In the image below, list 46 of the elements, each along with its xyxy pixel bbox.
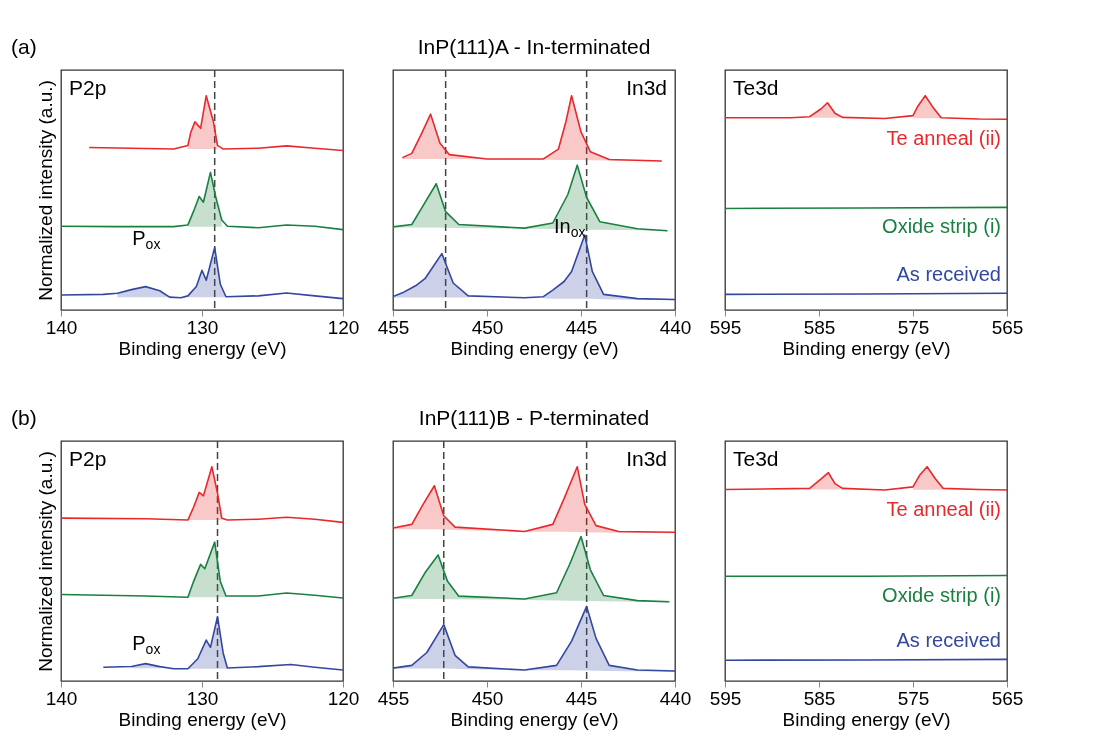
x-tick-label: 595 xyxy=(709,687,742,709)
series-label: Te anneal (ii) xyxy=(886,498,1001,521)
annotation: In3d xyxy=(626,447,667,470)
annotation: Te3d xyxy=(733,76,779,99)
annotation: P2p xyxy=(69,447,107,470)
y-axis-title: Normalized intensity (a.u.) xyxy=(34,451,56,672)
x-tick-label: 445 xyxy=(565,316,598,338)
x-tick-label: 120 xyxy=(327,316,360,338)
series-label: Te anneal (ii) xyxy=(886,127,1001,150)
chart-title: (a) xyxy=(11,35,37,58)
x-tick-label: 130 xyxy=(186,687,219,709)
x-axis-title: Binding energy (eV) xyxy=(782,708,951,730)
x-tick-label: 445 xyxy=(565,687,598,709)
x-axis-title: Binding energy (eV) xyxy=(450,337,619,359)
x-axis-title: Binding energy (eV) xyxy=(782,337,951,359)
x-tick-label: 140 xyxy=(45,316,78,338)
x-tick-label: 575 xyxy=(897,316,930,338)
x-tick-label: 565 xyxy=(991,316,1024,338)
x-tick-label: 585 xyxy=(803,316,836,338)
x-tick-label: 585 xyxy=(803,687,836,709)
x-tick-label: 455 xyxy=(377,687,410,709)
x-tick-label: 130 xyxy=(186,316,219,338)
x-tick-label: 140 xyxy=(45,687,78,709)
series-label: Oxide strip (i) xyxy=(882,583,1001,606)
annotation: P2p xyxy=(69,76,107,99)
x-tick-label: 455 xyxy=(377,316,410,338)
annotation: Te3d xyxy=(733,447,779,470)
annotation: In3d xyxy=(626,76,667,99)
chart-title: (b) xyxy=(11,406,37,429)
x-axis-title: Binding energy (eV) xyxy=(450,708,619,730)
x-axis-title: Binding energy (eV) xyxy=(118,337,287,359)
x-tick-label: 440 xyxy=(659,316,692,338)
x-tick-label: 575 xyxy=(897,687,930,709)
y-axis-title: Normalized intensity (a.u.) xyxy=(34,80,56,301)
x-tick-label: 450 xyxy=(471,687,504,709)
chart-title: InP(111)B - P-terminated xyxy=(418,406,650,429)
x-tick-label: 595 xyxy=(709,316,742,338)
x-axis-title: Binding energy (eV) xyxy=(118,708,287,730)
x-tick-label: 565 xyxy=(991,687,1024,709)
x-tick-label: 120 xyxy=(327,687,360,709)
x-tick-label: 440 xyxy=(659,687,692,709)
series-label: As received xyxy=(896,629,1001,652)
chart-title: InP(111)A - In-terminated xyxy=(417,35,651,58)
series-label: As received xyxy=(896,263,1001,286)
series-label: Oxide strip (i) xyxy=(882,215,1001,238)
x-tick-label: 450 xyxy=(471,316,504,338)
